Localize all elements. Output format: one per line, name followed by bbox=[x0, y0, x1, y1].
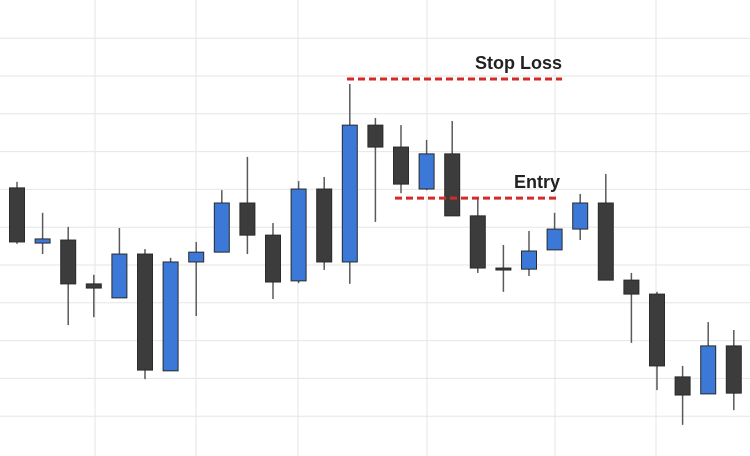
candle-body bbox=[700, 345, 717, 395]
candle-body bbox=[674, 376, 691, 396]
candle-body bbox=[367, 124, 384, 148]
candle-body bbox=[34, 238, 51, 244]
candle-body bbox=[85, 283, 102, 289]
candle-body bbox=[341, 124, 358, 263]
annotation-label: Stop Loss bbox=[475, 53, 562, 73]
candle-body bbox=[623, 279, 640, 295]
candle-body bbox=[213, 202, 230, 253]
candle-body bbox=[265, 234, 281, 283]
candle-body bbox=[111, 253, 128, 299]
candle-body bbox=[393, 146, 409, 185]
candle-body bbox=[469, 215, 486, 269]
candle-body bbox=[521, 250, 537, 270]
candle-body bbox=[546, 228, 563, 251]
candle-body bbox=[316, 188, 333, 263]
candle-body bbox=[725, 345, 742, 394]
candle-body bbox=[9, 187, 25, 243]
candle-body bbox=[60, 239, 77, 285]
candle-body bbox=[418, 153, 435, 190]
candle-body bbox=[162, 261, 179, 372]
candle-body bbox=[290, 188, 307, 282]
candle-body bbox=[239, 202, 256, 236]
annotation-label: Entry bbox=[514, 172, 560, 192]
candle-body bbox=[649, 293, 665, 367]
candle-body bbox=[188, 251, 205, 263]
candle-body bbox=[572, 202, 589, 230]
candle-body bbox=[597, 202, 614, 281]
candle-body bbox=[444, 153, 461, 217]
candle-body bbox=[137, 253, 153, 371]
candle-body bbox=[495, 267, 512, 271]
